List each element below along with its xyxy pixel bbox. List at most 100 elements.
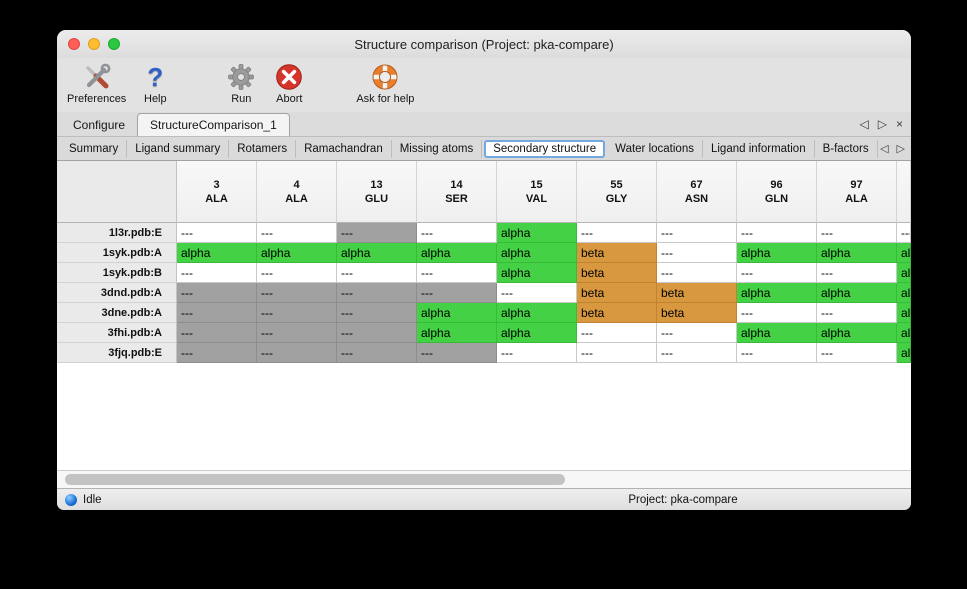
tab-missing-atoms[interactable]: Missing atoms bbox=[392, 139, 483, 158]
table-cell[interactable]: --- bbox=[657, 223, 737, 243]
table-cell[interactable]: alpha bbox=[417, 303, 497, 323]
tab-water-locations[interactable]: Water locations bbox=[607, 139, 703, 158]
table-cell[interactable]: alpha bbox=[497, 223, 577, 243]
report-tab-prev-icon[interactable]: ◁ bbox=[880, 143, 889, 155]
table-cell[interactable]: alpha bbox=[257, 243, 337, 263]
table-cell[interactable]: alpha bbox=[497, 243, 577, 263]
tab-rotamers[interactable]: Rotamers bbox=[229, 139, 297, 158]
table-cell[interactable]: --- bbox=[337, 323, 417, 343]
table-cell[interactable]: beta bbox=[577, 243, 657, 263]
table-cell[interactable]: --- bbox=[817, 303, 897, 323]
row-header[interactable]: 3dne.pdb:A bbox=[57, 303, 177, 323]
help-button[interactable]: ? Help bbox=[136, 61, 174, 105]
table-cell[interactable]: --- bbox=[257, 223, 337, 243]
table-cell[interactable]: alpha bbox=[497, 263, 577, 283]
table-cell[interactable]: alpha bbox=[417, 323, 497, 343]
table-cell[interactable]: --- bbox=[817, 263, 897, 283]
table-cell[interactable]: --- bbox=[577, 323, 657, 343]
table-cell[interactable]: --- bbox=[177, 343, 257, 363]
row-header[interactable]: 1l3r.pdb:E bbox=[57, 223, 177, 243]
tab-prev-icon[interactable]: ◁ bbox=[859, 117, 869, 131]
table-cell[interactable]: --- bbox=[257, 303, 337, 323]
table-cell[interactable]: --- bbox=[737, 343, 817, 363]
table-cell[interactable]: --- bbox=[497, 343, 577, 363]
table-cell[interactable]: --- bbox=[257, 323, 337, 343]
table-cell[interactable]: beta bbox=[577, 303, 657, 323]
table-cell[interactable]: --- bbox=[177, 263, 257, 283]
table-cell[interactable]: beta bbox=[657, 283, 737, 303]
table-cell[interactable]: alpha bbox=[177, 243, 257, 263]
table-cell[interactable]: --- bbox=[577, 343, 657, 363]
table-cell[interactable]: beta bbox=[657, 303, 737, 323]
table-cell[interactable]: --- bbox=[657, 323, 737, 343]
table-cell[interactable]: --- bbox=[897, 223, 911, 243]
table-cell[interactable]: --- bbox=[657, 243, 737, 263]
table-cell[interactable]: --- bbox=[657, 263, 737, 283]
abort-button[interactable]: Abort bbox=[270, 61, 308, 105]
table-cell[interactable]: beta bbox=[577, 283, 657, 303]
tab-structurecomparison-1[interactable]: StructureComparison_1 bbox=[137, 113, 290, 136]
titlebar[interactable]: Structure comparison (Project: pka-compa… bbox=[57, 30, 911, 58]
tab-b-factors[interactable]: B-factors bbox=[815, 139, 878, 158]
row-header[interactable]: 1syk.pdb:A bbox=[57, 243, 177, 263]
table-cell[interactable]: --- bbox=[817, 343, 897, 363]
table-cell[interactable]: --- bbox=[737, 223, 817, 243]
tab-next-icon[interactable]: ▷ bbox=[877, 117, 887, 131]
table-cell[interactable]: alpha bbox=[737, 243, 817, 263]
table-cell[interactable]: alpha bbox=[897, 263, 911, 283]
table-cell[interactable]: alpha bbox=[897, 303, 911, 323]
table-cell[interactable]: alpha bbox=[897, 283, 911, 303]
table-cell[interactable]: alpha bbox=[497, 303, 577, 323]
table-cell[interactable]: --- bbox=[177, 223, 257, 243]
tab-summary[interactable]: Summary bbox=[61, 139, 128, 158]
table-cell[interactable]: --- bbox=[417, 283, 497, 303]
row-header[interactable]: 3fhi.pdb:A bbox=[57, 323, 177, 343]
tab-close-icon[interactable]: × bbox=[895, 117, 903, 131]
table-cell[interactable]: alpha bbox=[817, 283, 897, 303]
tab-ramachandran[interactable]: Ramachandran bbox=[296, 139, 392, 158]
table-cell[interactable]: --- bbox=[737, 263, 817, 283]
tab-ligand-summary[interactable]: Ligand summary bbox=[127, 139, 230, 158]
horizontal-scrollbar[interactable] bbox=[57, 470, 911, 488]
table-cell[interactable]: --- bbox=[817, 223, 897, 243]
table-cell[interactable]: --- bbox=[177, 323, 257, 343]
table-cell[interactable]: --- bbox=[257, 263, 337, 283]
table-cell[interactable]: --- bbox=[497, 283, 577, 303]
table-cell[interactable]: --- bbox=[177, 303, 257, 323]
table-cell[interactable]: --- bbox=[657, 343, 737, 363]
tab-ligand-information[interactable]: Ligand information bbox=[703, 139, 815, 158]
table-cell[interactable]: --- bbox=[417, 263, 497, 283]
ask-for-help-button[interactable]: Ask for help bbox=[356, 61, 414, 105]
run-button[interactable]: Run bbox=[222, 61, 260, 105]
table-cell[interactable]: --- bbox=[337, 283, 417, 303]
preferences-button[interactable]: Preferences bbox=[67, 61, 126, 105]
table-cell[interactable]: --- bbox=[177, 283, 257, 303]
zoom-window-button[interactable] bbox=[108, 38, 120, 50]
table-cell[interactable]: --- bbox=[417, 223, 497, 243]
table-cell[interactable]: alpha bbox=[817, 323, 897, 343]
table-cell[interactable]: --- bbox=[337, 343, 417, 363]
table-cell[interactable]: --- bbox=[417, 343, 497, 363]
tab-configure[interactable]: Configure bbox=[73, 118, 126, 132]
table-cell[interactable]: alpha bbox=[897, 243, 911, 263]
table-cell[interactable]: --- bbox=[737, 303, 817, 323]
table-cell[interactable]: alpha bbox=[737, 323, 817, 343]
minimize-window-button[interactable] bbox=[88, 38, 100, 50]
table-cell[interactable]: --- bbox=[337, 263, 417, 283]
table-cell[interactable]: alpha bbox=[817, 243, 897, 263]
table-cell[interactable]: alpha bbox=[497, 323, 577, 343]
table-cell[interactable]: alpha bbox=[417, 243, 497, 263]
tab-secondary-structure[interactable]: Secondary structure bbox=[484, 139, 606, 158]
table-cell[interactable]: --- bbox=[337, 223, 417, 243]
table-cell[interactable]: alpha bbox=[897, 323, 911, 343]
table-cell[interactable]: --- bbox=[257, 343, 337, 363]
row-header[interactable]: 1syk.pdb:B bbox=[57, 263, 177, 283]
row-header[interactable]: 3fjq.pdb:E bbox=[57, 343, 177, 363]
table-cell[interactable]: --- bbox=[257, 283, 337, 303]
table-cell[interactable]: alpha bbox=[337, 243, 417, 263]
report-tab-next-icon[interactable]: ▷ bbox=[896, 143, 905, 155]
table-cell[interactable]: --- bbox=[577, 223, 657, 243]
close-window-button[interactable] bbox=[68, 38, 80, 50]
table-cell[interactable]: --- bbox=[337, 303, 417, 323]
table-cell[interactable]: alpha bbox=[737, 283, 817, 303]
